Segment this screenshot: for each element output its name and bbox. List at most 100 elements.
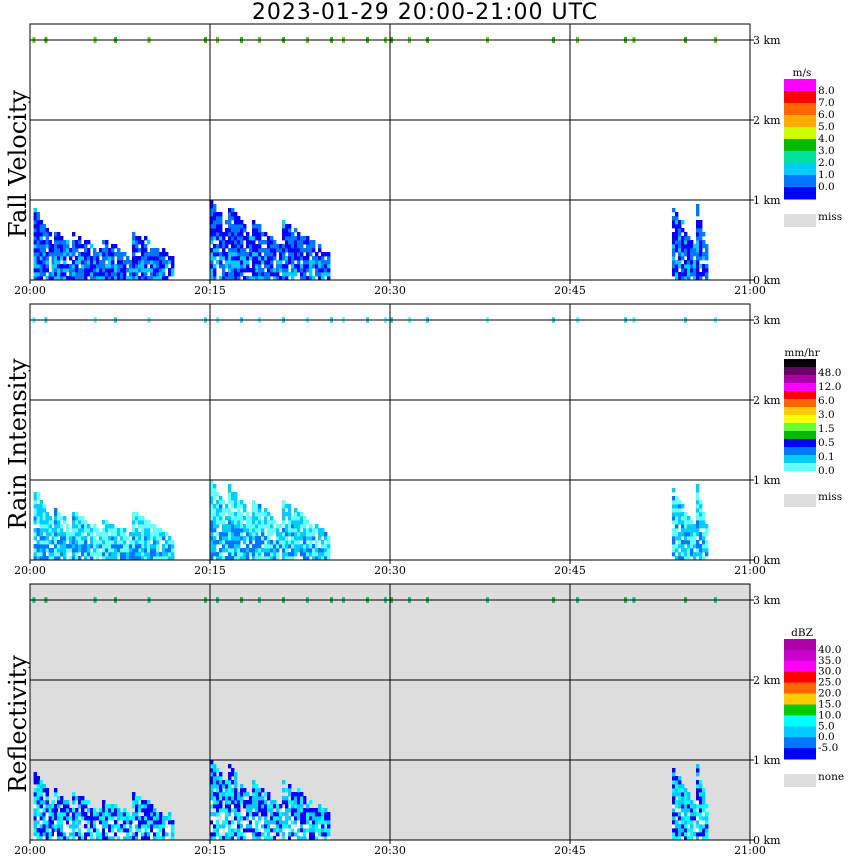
echo-pixel	[213, 832, 217, 837]
echo-pixel	[33, 832, 37, 837]
colorbar-missing-swatch	[784, 494, 816, 507]
echo-pixel	[54, 252, 58, 257]
echo-pixel	[99, 272, 103, 277]
echo-pixel	[69, 832, 73, 837]
echo-pixel	[222, 256, 226, 261]
echo-pixel	[45, 540, 49, 545]
echo-pixel	[261, 512, 265, 517]
echo-pixel	[672, 516, 676, 521]
echo-pixel	[108, 248, 112, 253]
echo-pixel	[687, 520, 691, 525]
echo-pixel	[255, 276, 259, 281]
echo-pixel	[213, 232, 217, 237]
echo-pixel	[120, 532, 124, 537]
echo-pixel	[282, 508, 286, 513]
echo-pixel	[222, 816, 226, 821]
echo-pixel	[681, 544, 685, 549]
echo-pixel	[312, 536, 316, 541]
echo-pixel	[696, 804, 700, 809]
echo-pixel	[699, 792, 703, 797]
echo-pixel	[54, 236, 58, 241]
echo-pixel	[36, 228, 40, 233]
echo-pixel	[702, 516, 706, 521]
echo-pixel	[99, 536, 103, 541]
echo-pixel	[228, 256, 232, 261]
echo-pixel	[684, 272, 688, 277]
echo-pixel	[675, 528, 679, 533]
echo-pixel	[153, 548, 157, 553]
echo-pixel	[237, 532, 241, 537]
echo-pixel	[255, 528, 259, 533]
echo-pixel	[234, 544, 238, 549]
echo-pixel	[252, 500, 256, 505]
echo-pixel	[150, 260, 154, 265]
echo-pixel	[111, 808, 115, 813]
colorbar-swatch	[784, 726, 816, 738]
echo-pixel	[33, 272, 37, 277]
echo-pixel	[672, 836, 676, 841]
echo-pixel	[87, 552, 91, 557]
colorbar-swatch	[784, 660, 816, 673]
colorbar-swatch	[784, 391, 816, 400]
echo-pixel	[225, 260, 229, 265]
echo-pixel	[291, 260, 295, 265]
echo-pixel	[237, 500, 241, 505]
echo-pixel	[276, 260, 280, 265]
echo-pixel	[87, 836, 91, 841]
echo-pixel	[81, 800, 85, 805]
echo-pixel	[252, 792, 256, 797]
echo-pixel	[102, 544, 106, 549]
echo-pixel	[306, 812, 310, 817]
echo-pixel	[93, 820, 97, 825]
echo-pixel	[300, 272, 304, 277]
echo-pixel	[138, 544, 142, 549]
echo-pixel	[69, 556, 73, 561]
echo-pixel	[93, 528, 97, 533]
y-tick-label: 3 km	[753, 594, 781, 607]
echo-pixel	[135, 264, 139, 269]
echo-pixel	[84, 548, 88, 553]
echo-pixel	[282, 832, 286, 837]
echo-pixel	[309, 244, 313, 249]
echo-pixel	[153, 536, 157, 541]
echo-pixel	[315, 552, 319, 557]
echo-pixel	[288, 236, 292, 241]
echo-pixel	[252, 528, 256, 533]
echo-pixel	[303, 260, 307, 265]
echo-pixel	[672, 216, 676, 221]
echo-pixel	[114, 532, 118, 537]
echo-pixel	[300, 524, 304, 529]
echo-pixel	[318, 552, 322, 557]
echo-pixel	[150, 272, 154, 277]
echo-pixel	[243, 536, 247, 541]
echo-pixel	[216, 500, 220, 505]
echo-pixel	[696, 260, 700, 265]
echo-pixel	[78, 796, 82, 801]
echo-pixel	[144, 264, 148, 269]
echo-pixel	[144, 808, 148, 813]
echo-pixel	[141, 252, 145, 257]
echo-pixel	[246, 792, 250, 797]
echo-pixel	[135, 540, 139, 545]
echo-pixel	[87, 544, 91, 549]
echo-pixel	[114, 268, 118, 273]
echo-pixel	[240, 504, 244, 509]
echo-pixel	[234, 540, 238, 545]
echo-pixel	[318, 260, 322, 265]
echo-pixel	[213, 768, 217, 773]
echo-pixel	[39, 248, 43, 253]
echo-pixel	[213, 236, 217, 241]
echo-pixel	[129, 544, 133, 549]
echo-pixel	[237, 272, 241, 277]
echo-pixel	[66, 832, 70, 837]
echo-pixel	[282, 504, 286, 509]
echo-pixel	[252, 804, 256, 809]
echo-pixel	[57, 252, 61, 257]
echo-pixel	[144, 236, 148, 241]
echo-pixel	[51, 836, 55, 841]
echo-pixel	[285, 272, 289, 277]
echo-pixel	[111, 824, 115, 829]
echo-pixel	[147, 812, 151, 817]
echo-pixel	[129, 816, 133, 821]
echo-pixel	[225, 524, 229, 529]
